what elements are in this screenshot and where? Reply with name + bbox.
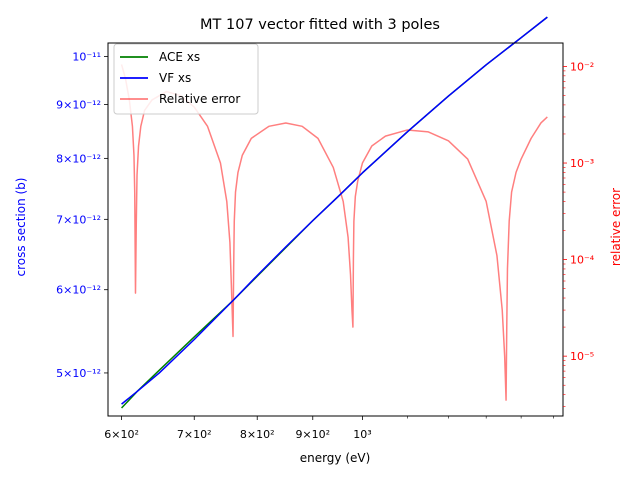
y-right-tick-label: 10⁻² (570, 60, 594, 73)
y-left-tick-label: 5×10⁻¹² (56, 367, 101, 380)
y-left-tick-label: 7×10⁻¹² (56, 213, 101, 226)
y-left-tick-label: 9×10⁻¹² (56, 99, 101, 112)
series-layer (120, 16, 548, 409)
series-line-relative-error (120, 64, 548, 401)
y-right-tick-label: 10⁻⁴ (570, 254, 595, 267)
legend: ACE xs VF xs Relative error (113, 43, 259, 115)
legend-label: ACE xs (159, 50, 200, 64)
legend-label: Relative error (159, 92, 240, 106)
x-axis-label: energy (eV) (300, 451, 371, 465)
y-left-tick-label: 8×10⁻¹² (56, 152, 101, 165)
x-tick-label: 9×10² (295, 428, 330, 441)
chart-title: MT 107 vector fitted with 3 poles (200, 17, 440, 33)
y-axis-label-left: cross section (b) (14, 178, 28, 277)
x-tick-label: 6×10² (104, 428, 139, 441)
axes-layer: 6×10² 7×10² 8×10² 9×10² 10³ 5×10⁻¹² 6×10⁻¹² 7×1… (56, 42, 595, 441)
y-axis-label-right: relative error (609, 188, 623, 266)
y-right-tick-label: 10⁻⁵ (570, 350, 594, 363)
y-left-tick-label: 10⁻¹¹ (72, 50, 101, 63)
plot-frame (107, 42, 564, 417)
x-tick-label: 10³ (353, 428, 371, 441)
legend-box (113, 43, 259, 115)
x-tick-label: 7×10² (177, 428, 212, 441)
series-line-vf-xs (121, 16, 548, 405)
y-left-tick-label: 6×10⁻¹² (56, 284, 101, 297)
legend-label: VF xs (159, 71, 191, 85)
x-tick-label: 8×10² (240, 428, 275, 441)
y-right-tick-label: 10⁻³ (570, 157, 594, 170)
